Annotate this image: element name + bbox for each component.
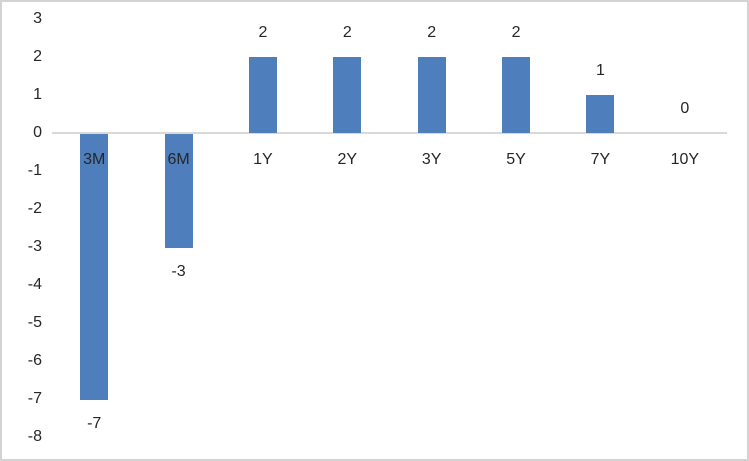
bar bbox=[502, 57, 531, 133]
y-axis-tick-label: 0 bbox=[33, 124, 42, 141]
x-axis-category-label: 6M bbox=[167, 151, 190, 168]
x-axis-category-label: 3Y bbox=[421, 151, 442, 168]
bar bbox=[248, 57, 277, 133]
x-axis-category-label: 10Y bbox=[670, 151, 700, 168]
bar bbox=[164, 134, 193, 248]
y-axis-tick-label: -8 bbox=[27, 428, 42, 445]
y-axis-tick-label: -2 bbox=[27, 200, 42, 217]
bar-data-label: -3 bbox=[171, 263, 186, 280]
bar-data-label: 1 bbox=[595, 62, 605, 79]
bar-data-label: 0 bbox=[680, 100, 690, 117]
x-axis-category-label: 7Y bbox=[590, 151, 611, 168]
bar-data-label: 2 bbox=[258, 24, 268, 41]
bar bbox=[80, 134, 109, 400]
y-axis-tick-label: -7 bbox=[27, 390, 42, 407]
x-axis-category-label: 3M bbox=[83, 151, 106, 168]
bar-data-label: -7 bbox=[87, 415, 102, 432]
bar bbox=[333, 57, 362, 133]
y-axis-tick-label: 3 bbox=[33, 10, 42, 27]
bar-data-label: 2 bbox=[427, 24, 437, 41]
y-axis-tick-label: -4 bbox=[27, 276, 42, 293]
y-axis-tick-label: -3 bbox=[27, 238, 42, 255]
bar bbox=[586, 95, 615, 133]
x-axis-category-label: 1Y bbox=[253, 151, 273, 168]
x-axis-category-label: 2Y bbox=[337, 151, 358, 168]
y-axis-tick-label: -6 bbox=[27, 352, 42, 369]
y-axis-tick-label: -5 bbox=[27, 314, 42, 331]
bar bbox=[417, 57, 446, 133]
y-axis-tick-label: -1 bbox=[27, 162, 42, 179]
y-axis-tick-label: 1 bbox=[33, 86, 42, 103]
x-axis-category-label: 5Y bbox=[506, 151, 526, 168]
bar-data-label: 2 bbox=[511, 24, 521, 41]
y-axis-tick-label: 2 bbox=[33, 48, 42, 65]
x-axis-line bbox=[52, 132, 727, 134]
bar-data-label: 2 bbox=[342, 24, 352, 41]
